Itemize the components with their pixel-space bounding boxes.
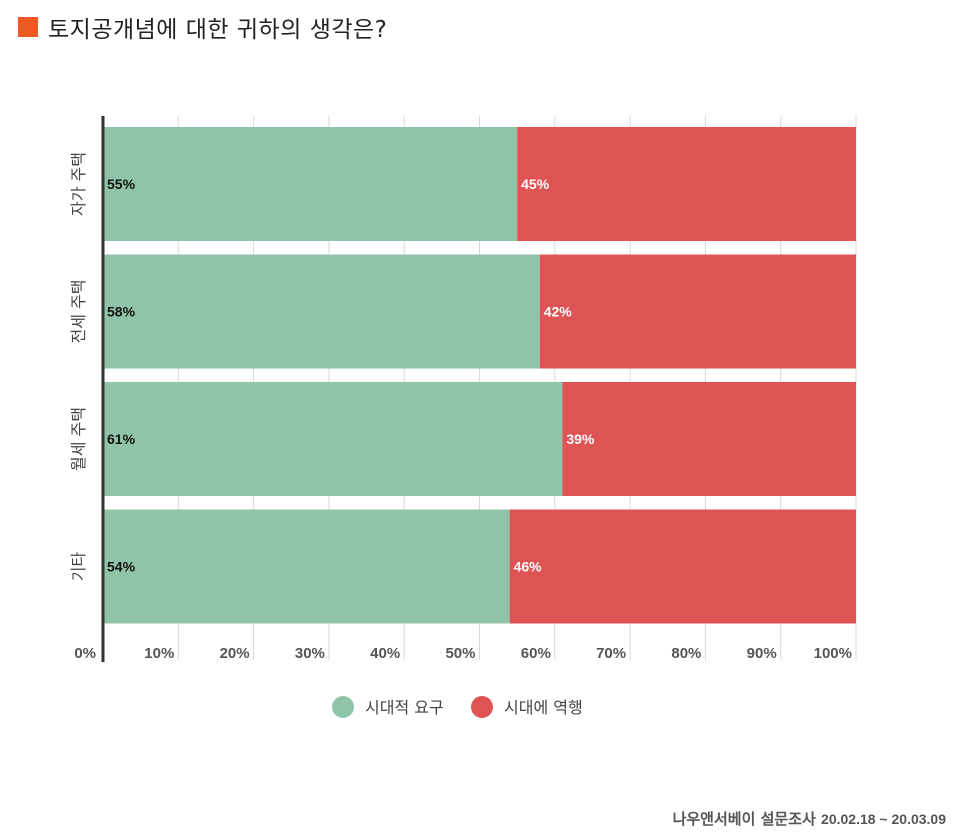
bar-segment	[103, 382, 563, 496]
bar-segment	[562, 382, 856, 496]
x-tick-label: 20%	[220, 645, 250, 662]
data-label: 45%	[521, 176, 550, 192]
chart-title-row: 토지공개념에 대한 귀하의 생각은?	[18, 10, 387, 44]
source-label: 나우앤서베이 설문조사	[672, 810, 816, 828]
x-tick-label: 30%	[295, 645, 325, 662]
x-tick-label: 40%	[370, 645, 400, 662]
bar-segment	[103, 127, 518, 241]
x-tick-label: 100%	[814, 645, 852, 662]
bar-segment	[103, 254, 540, 369]
bar-segment	[103, 509, 510, 624]
x-tick-label: 70%	[596, 645, 626, 662]
legend-marker	[332, 696, 354, 718]
x-tick-label: 60%	[521, 645, 551, 662]
title-marker-icon	[18, 17, 38, 37]
legend-label: 시대적 요구	[365, 698, 444, 717]
bar-segment	[539, 254, 856, 369]
data-label: 61%	[107, 431, 136, 447]
source-dates: 20.02.18 ~ 20.03.09	[821, 811, 946, 827]
x-tick-label: 90%	[747, 645, 777, 662]
x-tick-label: 10%	[144, 645, 174, 662]
x-tick-label: 80%	[671, 645, 701, 662]
category-label: 기타	[69, 552, 88, 582]
category-label: 월세 주택	[69, 407, 88, 471]
category-label: 전세 주택	[69, 280, 88, 344]
category-label: 자가 주택	[69, 152, 88, 216]
x-tick-label: 0%	[74, 645, 96, 662]
data-label: 42%	[544, 304, 573, 320]
legend-marker	[471, 696, 493, 718]
bar-segment	[509, 509, 856, 624]
data-label: 58%	[107, 304, 136, 320]
data-label: 54%	[107, 559, 136, 575]
x-tick-label: 50%	[445, 645, 475, 662]
data-label: 55%	[107, 176, 136, 192]
data-label: 46%	[514, 559, 543, 575]
legend-label: 시대에 역행	[504, 698, 583, 717]
chart-title: 토지공개념에 대한 귀하의 생각은?	[48, 17, 388, 43]
data-label: 39%	[566, 431, 595, 447]
source-note: 나우앤서베이 설문조사 20.02.18 ~ 20.03.09	[673, 808, 946, 829]
bar-segment	[517, 127, 856, 241]
